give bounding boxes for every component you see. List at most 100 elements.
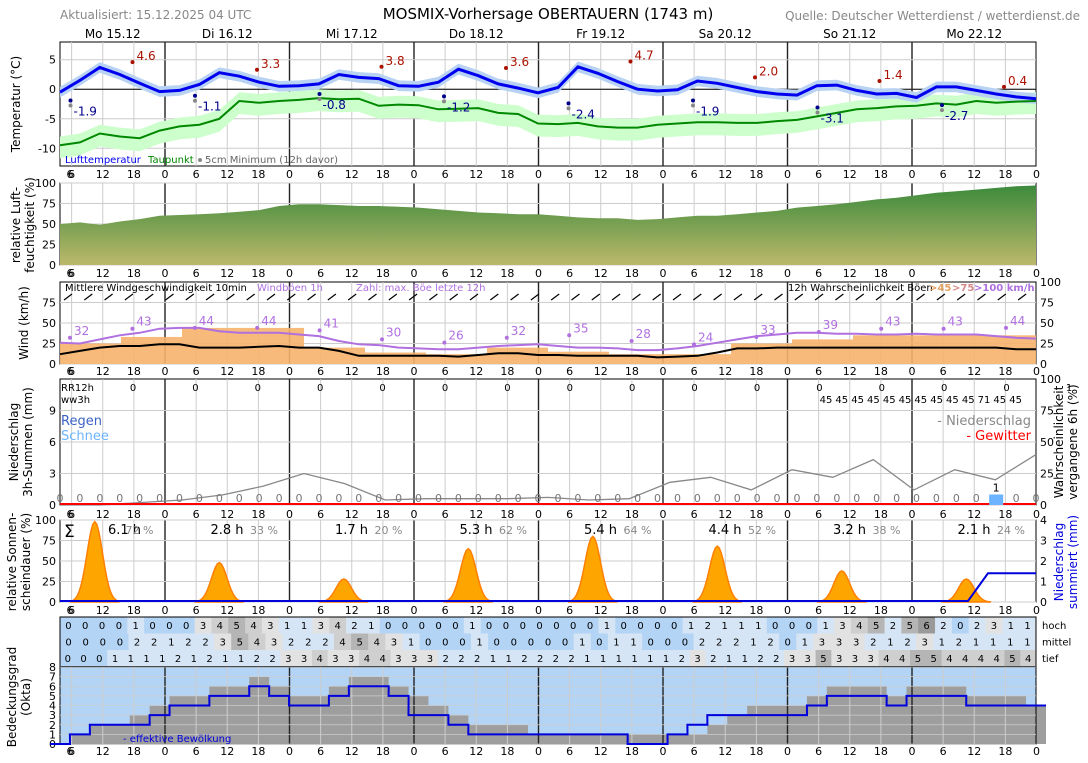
cloud-layer-value: 0 (425, 638, 431, 649)
wind-ytick: 75 (42, 297, 56, 310)
temperature-hour-tick: 6 (442, 168, 449, 181)
sunshine-right-ytick: 1 (1040, 576, 1047, 589)
max-temperature-marker (877, 78, 882, 83)
legend-air-temperature: Lufttemperatur (65, 155, 142, 166)
cloud-layer-value: 1 (368, 621, 374, 632)
min-temperature-label: -1.2 (447, 100, 470, 114)
wind-hour-tick: 0 (286, 365, 293, 378)
max-gust-marker (504, 335, 509, 340)
cloud-cover-hour-tick: 0 (784, 745, 791, 758)
sunshine-hour-tick: 12 (469, 604, 483, 617)
humidity-hour-tick: 0 (411, 267, 418, 280)
cloud-layer-value: 5 (237, 638, 243, 649)
wind-hour-tick: 18 (625, 365, 639, 378)
cloud-layer-value: 3 (991, 621, 997, 632)
cloud-layer-value: 2 (305, 638, 311, 649)
day-label: Sa 20.12 (699, 27, 752, 41)
cloud-layer-value: 2 (974, 621, 980, 632)
cloud-layer-cell (766, 617, 785, 634)
precipitation-hour-tick: 12 (843, 508, 857, 521)
cloud-layer-cell (194, 617, 212, 634)
precipitation-ytick: 9 (49, 405, 56, 418)
cloud-layer-cell (973, 650, 990, 667)
max-gust-label: 32 (511, 324, 526, 338)
cloud-layer-cell (615, 617, 633, 634)
humidity-ytick: 75 (42, 198, 56, 211)
cloud-layer-cell (217, 650, 234, 667)
max-gust-marker (941, 326, 946, 331)
precipitation-amount-label: 0 (335, 492, 342, 505)
precipitation-amount-label: 0 (455, 492, 462, 505)
cloud-layer-value: 0 (671, 621, 677, 632)
cloud-cover-hour-tick: 12 (718, 745, 732, 758)
temperature-hour-tick: 6 (67, 168, 74, 181)
max-temperature-label: 4.7 (635, 48, 654, 62)
cloud-layer-cell (899, 633, 917, 650)
temperature-hour-tick: 0 (784, 168, 791, 181)
precipitation-amount-label: 0 (156, 492, 163, 505)
precipitation-amount-label: 1 (993, 482, 1000, 495)
temperature-hour-tick: 18 (625, 168, 639, 181)
temperature-hour-tick: 0 (909, 168, 916, 181)
cloud-layer-cell (573, 633, 592, 650)
cloud-cover-hour-tick: 6 (442, 745, 449, 758)
min-temperature-marker (566, 101, 571, 106)
sunshine-area (941, 578, 992, 603)
humidity-hour-tick: 12 (220, 267, 234, 280)
precipitation-amount-label: 0 (1033, 492, 1040, 505)
cloud-layer-value: 2 (716, 638, 722, 649)
wind-hour-tick: 12 (345, 365, 359, 378)
precipitation-amount-label: 0 (475, 492, 482, 505)
wind-hour-tick: 12 (967, 365, 981, 378)
cloud-ytick: 6 (49, 680, 56, 693)
wind-hour-tick: 6 (68, 365, 75, 378)
cloud-layer-value: 3 (271, 638, 277, 649)
cloud-layer-cell (925, 650, 943, 667)
cloud-layer-cell (581, 617, 599, 634)
soil-minimum-marker (691, 103, 695, 108)
cloud-layer-value: 5 (234, 621, 240, 632)
cumulative-axis-label-2: summiert (mm) (1066, 515, 1080, 609)
sum-symbol: Σ (64, 522, 75, 542)
cloud-layer-value: 1 (584, 654, 590, 665)
humidity-hour-tick: 18 (127, 267, 141, 280)
day-label: Di 16.12 (202, 27, 253, 41)
cloud-cover-hour-tick: 12 (843, 745, 857, 758)
sunshine-hour-tick: 12 (345, 604, 359, 617)
cumulative-axis-label: Niederschlag (1052, 523, 1066, 601)
max-gust-marker (317, 328, 322, 333)
cloud-layer-cell (127, 617, 145, 634)
wind-direction-arrow (307, 293, 316, 301)
cloud-layer-cell (107, 650, 124, 667)
cloud-layer-value: 2 (870, 638, 876, 649)
cloud-layer-value: 0 (654, 621, 660, 632)
cloud-layer-value: 4 (317, 654, 323, 665)
cloud-layer-cell (110, 617, 128, 634)
cloud-layer-cell (390, 650, 407, 667)
wind-direction-arrow (388, 293, 398, 301)
sunshine-hour-tick: 0 (162, 604, 169, 617)
cloud-layer-cell (941, 650, 958, 667)
gust-probability-bar (304, 347, 365, 364)
cloud-layer-cell (632, 617, 650, 634)
cloud-layer-cell (563, 650, 580, 667)
cloud-layer-cell (248, 633, 266, 650)
sunshine-hour-tick: 0 (909, 604, 916, 617)
wind-direction-arrow (144, 293, 154, 301)
cloud-layer-cell (847, 650, 864, 667)
cloud-layer-value: 3 (318, 621, 324, 632)
cloud-layer-value: 1 (1024, 638, 1030, 649)
cloud-layer-cell (1001, 633, 1020, 650)
humidity-hour-tick: 18 (376, 267, 390, 280)
wind-hour-tick: 6 (442, 365, 449, 378)
cloud-layer-cell (343, 650, 360, 667)
temperature-hour-tick: 6 (193, 168, 200, 181)
humidity-hour-tick: 18 (251, 267, 265, 280)
cloud-layer-cell (648, 617, 667, 634)
humidity-hour-tick: 18 (625, 267, 639, 280)
sunshine-right-ytick: 2 (1040, 555, 1047, 568)
cloud-layer-value: 1 (738, 621, 744, 632)
cloud-layer-cell (665, 617, 684, 634)
precipitation-amount-label: 0 (554, 492, 561, 505)
wind-axis-label: Wind (km/h) (17, 286, 31, 360)
